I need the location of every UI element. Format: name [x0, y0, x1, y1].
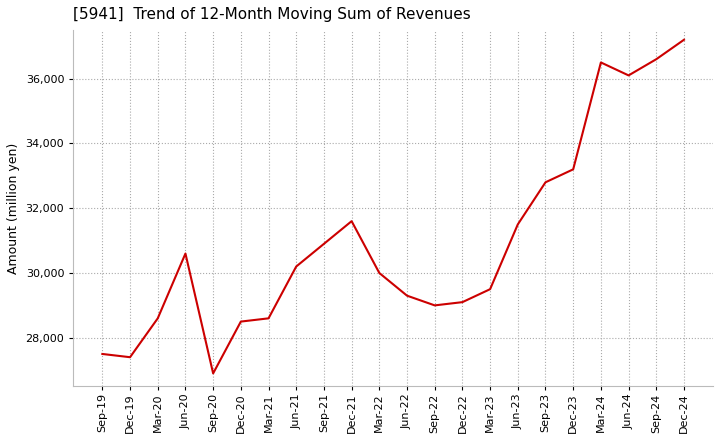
Y-axis label: Amount (million yen): Amount (million yen) — [7, 143, 20, 274]
Text: [5941]  Trend of 12-Month Moving Sum of Revenues: [5941] Trend of 12-Month Moving Sum of R… — [73, 7, 471, 22]
